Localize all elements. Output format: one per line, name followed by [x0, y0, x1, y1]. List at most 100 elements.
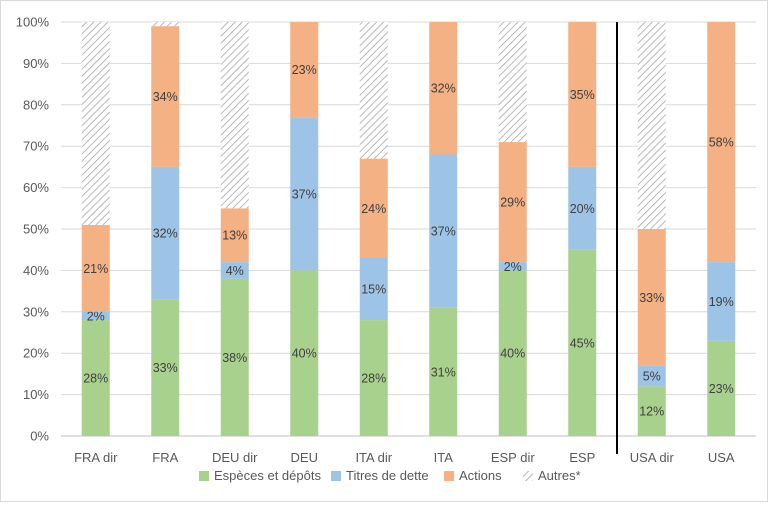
x-tick-label: FRA dir — [74, 450, 118, 465]
bar-stack-3: 40% 37% 23% — [290, 22, 319, 436]
x-tick-label: USA — [708, 450, 735, 465]
bar-segment — [637, 22, 666, 229]
y-tick-label: 60% — [23, 180, 49, 195]
bar-segment — [498, 270, 527, 436]
bar-stack-6: 40% 2% 29% — [498, 22, 527, 436]
y-tick-label: 70% — [23, 139, 49, 154]
x-tick-label: ITA — [434, 450, 454, 465]
bar-stack-1: 33% 32% 34% — [151, 22, 180, 436]
y-tick-label: 30% — [23, 304, 49, 319]
bar-segment — [151, 299, 180, 436]
bar-segment — [568, 166, 597, 250]
bar-segment — [498, 22, 527, 143]
bars: 28% 2% 21% 33% 32% 34% 38% 4% 13% 40% 37% 23% 28% 15%… — [81, 22, 736, 436]
data-label: 35% — [570, 88, 595, 102]
x-tick-label: DEU dir — [212, 450, 258, 465]
data-label: 29% — [500, 196, 525, 210]
bar-segment — [637, 229, 666, 366]
bar-stack-2: 38% 4% 13% — [220, 22, 249, 436]
legend-item: Actions — [444, 468, 502, 483]
data-label: 32% — [153, 227, 178, 241]
bar-segment — [359, 320, 388, 436]
bar-segment — [290, 22, 319, 118]
bar-segment — [220, 208, 249, 263]
data-label: 21% — [83, 262, 108, 276]
bar-segment — [151, 26, 180, 167]
legend-label: Espèces et dépôts — [214, 468, 321, 483]
data-label: 4% — [226, 264, 244, 278]
data-label: 5% — [643, 369, 661, 383]
data-label: 37% — [292, 187, 317, 201]
bar-segment — [637, 365, 666, 387]
data-label: 2% — [87, 309, 105, 323]
bar-segment — [220, 278, 249, 436]
data-label: 37% — [431, 225, 456, 239]
legend-swatch — [523, 471, 533, 481]
data-label: 33% — [153, 361, 178, 375]
y-tick-label: 100% — [16, 15, 50, 30]
bar-segment — [81, 320, 110, 436]
bar-stack-5: 31% 37% 32% — [429, 22, 458, 436]
data-label: 34% — [153, 90, 178, 104]
data-label: 40% — [500, 347, 525, 361]
data-label: 38% — [222, 351, 247, 365]
data-label: 45% — [570, 336, 595, 350]
bar-segment — [151, 166, 180, 300]
bar-stack-7: 45% 20% 35% — [568, 22, 597, 436]
data-label: 15% — [361, 283, 386, 297]
legend-swatch — [444, 471, 454, 481]
legend-item: Autres* — [523, 468, 581, 483]
bar-segment — [359, 158, 388, 258]
y-tick-label: 40% — [23, 263, 49, 278]
data-label: 32% — [431, 82, 456, 96]
bar-stack-0: 28% 2% 21% — [81, 22, 110, 436]
data-label: 28% — [361, 372, 386, 386]
bar-stack-9: 23% 19% 58% — [707, 22, 736, 436]
data-label: 12% — [639, 405, 664, 419]
x-tick-label: ESP dir — [491, 450, 536, 465]
bar-segment — [220, 262, 249, 279]
bar-segment — [568, 249, 597, 436]
y-tick-label: 90% — [23, 56, 49, 71]
data-label: 58% — [709, 136, 734, 150]
bar-segment — [429, 22, 458, 155]
bar-segment — [429, 154, 458, 308]
y-tick-label: 10% — [23, 387, 49, 402]
bar-segment — [290, 270, 319, 436]
bar-segment — [359, 22, 388, 159]
data-label: 28% — [83, 372, 108, 386]
x-tick-label: USA dir — [630, 450, 675, 465]
bar-segment — [81, 224, 110, 312]
legend-item: Titres de dette — [331, 468, 429, 483]
data-label: 40% — [292, 347, 317, 361]
data-label: 24% — [361, 202, 386, 216]
data-label: 31% — [431, 365, 456, 379]
data-label: 13% — [222, 229, 247, 243]
x-tick-label: DEU — [291, 450, 318, 465]
data-label: 2% — [504, 260, 522, 274]
x-tick-label: ESP — [569, 450, 595, 465]
x-axis: FRA dir FRA DEU dir DEU ITA dir ITA ESP dir ESP… — [61, 22, 756, 465]
data-label: 20% — [570, 202, 595, 216]
bar-segment — [498, 262, 527, 271]
bar-segment — [81, 22, 110, 225]
y-tick-label: 80% — [23, 97, 49, 112]
legend: Espèces et dépôts Titres de dette Actions A… — [199, 468, 581, 483]
y-tick-label: 20% — [23, 346, 49, 361]
bar-segment — [151, 22, 180, 27]
bar-segment — [637, 386, 666, 436]
bar-segment — [81, 311, 110, 321]
bar-stack-8: 12% 5% 33% — [637, 22, 666, 436]
legend-swatch — [331, 471, 341, 481]
bar-segment — [498, 142, 527, 263]
legend-item: Espèces et dépôts — [199, 468, 321, 483]
bar-segment — [220, 22, 249, 209]
legend-label: Actions — [459, 468, 502, 483]
x-tick-label: FRA — [152, 450, 178, 465]
bar-segment — [707, 22, 736, 263]
data-label: 19% — [709, 295, 734, 309]
bar-segment — [707, 340, 736, 436]
bar-segment — [359, 257, 388, 321]
